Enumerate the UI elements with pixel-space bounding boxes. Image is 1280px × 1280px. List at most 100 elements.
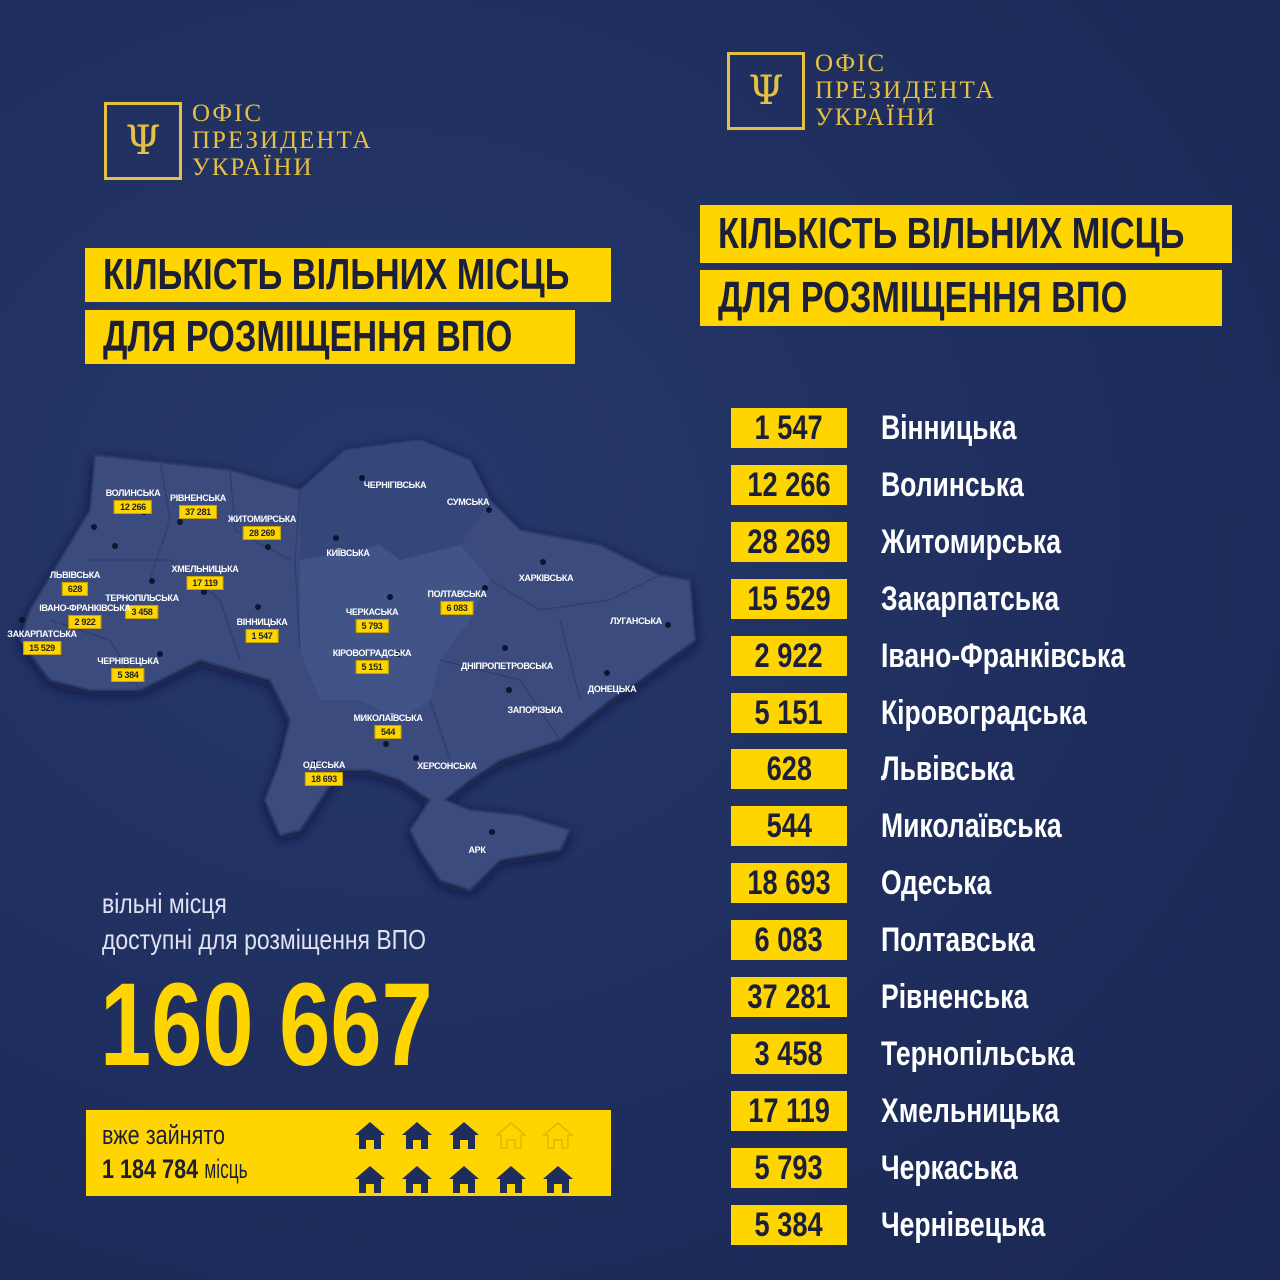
map-region-label: СУМСЬКА [447,497,490,507]
title-text: ДЛЯ РОЗМІЩЕННЯ ВПО [103,312,513,361]
occupied-label: вже зайнято [102,1120,256,1151]
trident-icon: Ψ [727,51,805,130]
house-empty-icon [542,1122,574,1149]
map-region-name: ХАРКІВСЬКА [518,573,574,583]
region-value-box: 6 083 [731,920,847,961]
region-name: Хмельницька [881,1091,1060,1130]
house-filled-icon [449,1122,479,1149]
map-region-value: 17 119 [186,576,224,590]
region-name: Черкаська [881,1148,1018,1187]
region-name-box: Миколаївська [881,806,1113,846]
city-dot [502,645,508,651]
list-item: 28 269 Житомирська [731,521,1251,564]
map-region-label: ТЕРНОПІЛЬСЬКА 3 458 [105,593,179,619]
house-filled-icon [496,1166,526,1193]
city-dot [201,589,207,595]
logo-line2: ПРЕЗИДЕНТА [192,127,373,154]
region-name-box: Одеська [881,863,1022,903]
region-name: Львівська [881,750,1015,789]
region-name: Кіровоградська [881,693,1087,732]
city-dot [489,829,495,835]
list-item: 5 151 Кіровоградська [731,692,1251,735]
houses-indicator [354,1120,574,1194]
map-region-value: 1 547 [245,629,279,643]
map-region-name: ДНІПРОПЕТРОВСЬКА [461,661,553,671]
city-dot [255,604,261,610]
house-filled-icon [402,1122,432,1149]
map-region-name: КІРОВОГРАДСЬКА [332,648,412,658]
region-value: 37 281 [747,978,831,1016]
city-dot [665,622,671,628]
city-dot [149,578,155,584]
title-line1-left: КІЛЬКІСТЬ ВІЛЬНИХ МІСЦЬ [85,248,611,302]
house-filled-icon [449,1166,479,1193]
region-name: Тернопільська [881,1034,1075,1073]
city-dot [333,535,339,541]
region-name-box: Волинська [881,465,1064,505]
region-value-box: 18 693 [731,863,847,904]
region-name-box: Житомирська [881,522,1112,562]
map-region-name: ВОЛИНСЬКА [105,488,161,498]
list-item: 628 Львівська [731,749,1251,791]
summary-line1: вільні місця [102,888,254,920]
region-value: 17 119 [748,1091,830,1130]
title-text: КІЛЬКІСТЬ ВІЛЬНИХ МІСЦЬ [103,250,570,299]
city-dot [19,617,25,623]
map-region-value: 3 458 [125,605,159,619]
city-dot [506,687,512,693]
city-dot [383,741,389,747]
region-name: Рівненська [881,978,1029,1016]
map-region-name: РІВНЕНСЬКА [170,493,226,503]
map-region-label: АРК [468,845,485,855]
map-region-name: ЧЕРКАСЬКА [345,607,399,617]
region-value-box: 12 266 [731,464,847,505]
logo-line1: ОФІС [192,100,264,127]
map-region-label: ЛЬВІВСЬКА 628 [50,570,100,596]
total-free-places: 160 667 [100,965,527,1085]
map-region-label: ЗАКАРПАТСЬКА 15 529 [7,629,77,655]
region-value: 28 269 [747,522,831,561]
map-region-label: ІВАНО-ФРАНКІВСЬКА 2 922 [39,603,131,629]
house-empty-icon [495,1122,527,1149]
region-name-box: Вінницька [881,408,1055,448]
list-item: 15 529 Закарпатська [731,578,1251,621]
list-item: 18 693 Одеська [731,863,1251,905]
house-filled-icon [402,1166,432,1193]
map-region-name: ЗАКАРПАТСЬКА [7,629,77,639]
map-region-name: ДОНЕЦЬКА [587,684,637,694]
map-region-label: ЗАПОРІЗЬКА [507,705,562,715]
trident-icon: Ψ [104,101,182,180]
map-region-name: ЛЬВІВСЬКА [49,570,101,580]
city-dot [312,760,318,766]
map-region-name: ОДЕСЬКА [302,760,346,770]
map-region-name: ТЕРНОПІЛЬСЬКА [105,593,179,603]
map-region-label: ЖИТОМИРСЬКА 28 269 [228,514,296,540]
map-region-value: 6 083 [440,601,474,615]
map-region-value: 2 922 [68,615,102,629]
summary-line2: доступні для розміщення ВПО [102,924,497,956]
title-text: КІЛЬКІСТЬ ВІЛЬНИХ МІСЦЬ [718,209,1185,258]
city-dot [265,544,271,550]
region-name-box: Хмельницька [881,1091,1109,1131]
region-name-box: Закарпатська [881,579,1109,619]
map-region-name: ВІННИЦЬКА [236,617,288,627]
logo-line3: УКРАЇНИ [192,154,314,181]
region-name-box: Чернівецька [881,1205,1092,1245]
house-filled-icon [543,1166,573,1193]
map-region-label: ЛУГАНСЬКА [610,616,662,626]
map-region-label: ХМЕЛЬНИЦЬКА 17 119 [172,564,239,590]
title-text: ДЛЯ РОЗМІЩЕННЯ ВПО [718,273,1128,322]
map-region-value: 15 529 [23,641,61,655]
region-value: 5 151 [754,693,824,732]
map-region-value: 5 384 [111,668,145,682]
map-region-value: 18 693 [305,772,343,786]
region-name: Волинська [881,465,1024,504]
map-region-value: 12 266 [114,500,152,514]
region-name: Житомирська [881,522,1061,561]
region-value-box: 15 529 [731,578,847,619]
logo-text: ОФІС ПРЕЗИДЕНТА УКРАЇНИ [192,100,373,181]
region-name: Чернівецька [881,1205,1046,1244]
region-value-box: 5 793 [731,1147,847,1188]
house-filled-icon [355,1166,385,1193]
map-region-name: КИЇВСЬКА [326,548,370,558]
